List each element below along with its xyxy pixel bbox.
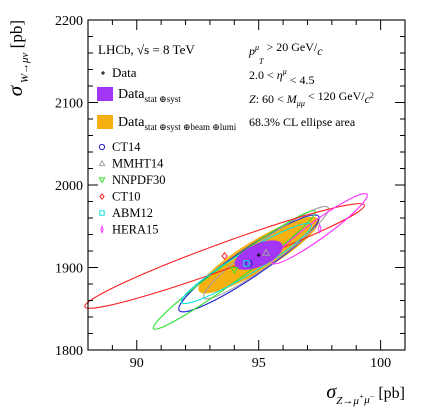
annotation-line: 68.3% CL ellipse area xyxy=(249,115,356,129)
marker-hera15 xyxy=(317,223,322,234)
legend-label-hera15: HERA15 xyxy=(112,223,159,237)
legend-data-ellipse-label: Datastat ⊕syst xyxy=(118,87,181,104)
marker-abm12 xyxy=(243,260,250,267)
axis-labels: σZ→μ+μ− [pb] σ W→μν [pb] xyxy=(3,20,405,407)
x-tick-label: 100 xyxy=(370,356,391,371)
annotation-line: pμT > 20 GeV/c xyxy=(248,40,323,66)
y-tick-label: 1800 xyxy=(55,344,83,359)
y-tick-label: 1900 xyxy=(55,262,83,277)
legend-label-ct10: CT10 xyxy=(112,190,140,204)
marker-layer xyxy=(221,223,322,275)
x-tick-label: 95 xyxy=(252,356,266,371)
legend-marker-hera15 xyxy=(100,224,104,235)
y-tick-label: 2200 xyxy=(55,14,83,29)
marker-nnpdf30 xyxy=(230,266,239,275)
annotation-line: Z: 60 < Mμμ < 120 GeV/c2 xyxy=(249,89,374,108)
ellipse-ct14 xyxy=(178,214,320,313)
marker-ct10 xyxy=(221,251,228,260)
annotations: pμT > 20 GeV/c2.0 < ημ < 4.5 Z: 60 < Mμμ … xyxy=(248,40,374,129)
legend-data-marker xyxy=(101,71,105,75)
y-tick-label: 2100 xyxy=(55,97,83,112)
legend-marker-mmht14 xyxy=(98,159,106,167)
legend-data-label: Data xyxy=(112,65,137,80)
legend-label-abm12: ABM12 xyxy=(112,206,153,220)
marker-mmht14 xyxy=(261,248,271,256)
x-tick-label: 90 xyxy=(130,356,144,371)
ellipse-ct10 xyxy=(84,203,365,309)
legend-marker-ct10 xyxy=(99,193,105,200)
legend: LHCb, √s = 8 TeV Data Datastat ⊕syst Datast… xyxy=(97,42,237,237)
annotation-line: 2.0 < ημ < 4.5 xyxy=(249,67,315,87)
y-tick-label: 2000 xyxy=(55,179,83,194)
legend-swatch xyxy=(97,115,113,129)
legend-swatch xyxy=(97,87,113,101)
ticks-layer: 90 95 100 1800 1900 2000 2100 2200 xyxy=(55,14,406,371)
legend-marker-ct14 xyxy=(98,143,106,151)
lhcb-label: LHCb, √s = 8 TeV xyxy=(98,42,195,57)
legend-marker-nnpdf30 xyxy=(98,177,106,184)
legend-label-ct14: CT14 xyxy=(112,140,141,154)
marker-data xyxy=(256,253,261,258)
ellipse-hera15 xyxy=(271,193,368,265)
x-axis-label: σZ→μ+μ− [pb] xyxy=(326,381,405,407)
legend-label-nnpdf30: NNPDF30 xyxy=(112,173,166,187)
y-axis-label: σ W→μν [pb] xyxy=(3,20,31,96)
legend-marker-abm12 xyxy=(99,210,105,216)
legend-label-mmht14: MMHT14 xyxy=(112,157,164,171)
legend-data-ellipse-label: Datastat ⊕syst ⊕beam ⊕lumi xyxy=(118,115,237,132)
